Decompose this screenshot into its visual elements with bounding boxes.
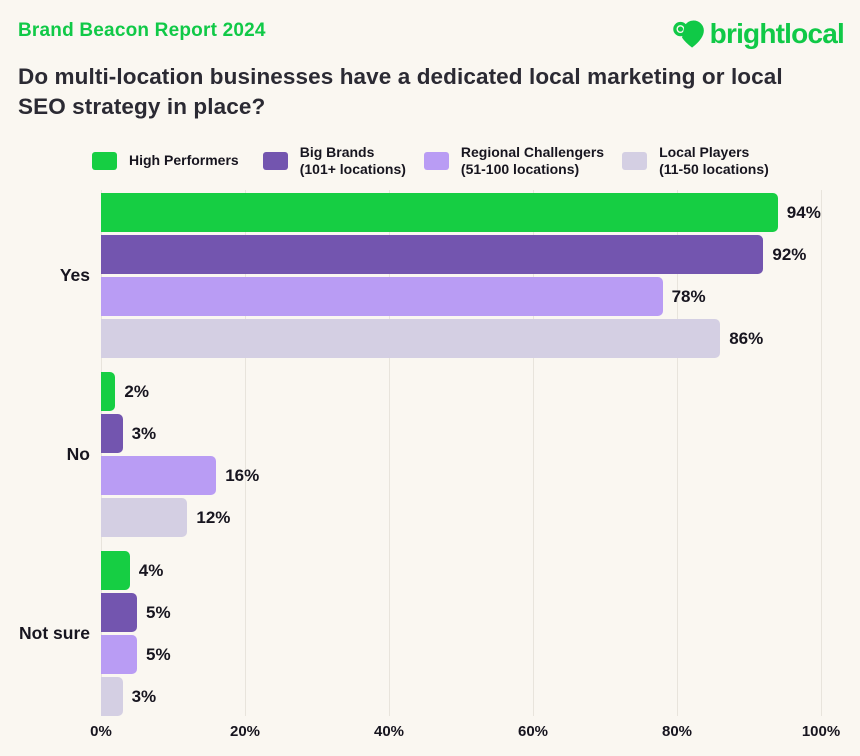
bar-row: 3% [101,677,821,716]
bar-value-label: 92% [772,244,807,264]
bar [101,414,123,453]
bar-row: 16% [101,456,821,495]
bar-row: 92% [101,235,821,274]
legend-swatch [622,152,648,170]
bar-value-label: 86% [729,328,764,348]
brightlocal-logo: brightlocal [671,16,845,52]
gridline [677,190,678,716]
bar-value-label: 94% [786,202,821,222]
bar-row: 5% [101,635,821,674]
x-axis-tick-label: 40% [373,723,405,740]
legend-item: Regional Challengers (51-100 locations) [423,143,605,179]
gridlines [101,190,822,716]
legend-item: High Performers [92,152,239,170]
legend-swatch [423,152,449,170]
bar [101,277,663,316]
x-axis-tick-label: 100% [801,723,841,740]
bar-value-label: 16% [225,465,260,485]
legend-label: Big Brands (101+ locations) [299,143,406,178]
category-label: No [66,444,90,464]
bar-value-label: 5% [146,602,171,622]
bar-row: 3% [101,414,821,453]
legend-swatch [92,152,117,170]
bars-stack: 2% 3% 16% 12% [101,372,821,537]
bar [101,319,721,358]
gridline [101,190,102,716]
gridline [821,190,822,716]
x-axis-tick-label: 0% [90,723,112,740]
bar-value-label: 3% [131,686,157,706]
legend-swatch [262,152,288,170]
legend-label: Regional Challengers (51-100 locations) [460,143,605,178]
bar [101,193,778,232]
gridline [533,190,534,716]
x-axis: 0% 20% 40% 60% 80% 100% [90,723,840,749]
bar [101,498,188,537]
bar-value-label: 12% [196,507,231,527]
bar-group: Not sure 4% 5% 5% 3% [0,551,860,716]
bar-group: No 2% 3% 16% 12% [0,372,860,537]
report-eyebrow: Brand Beacon Report 2024 [18,20,266,41]
chart-title-line: SEO strategy in place? [18,94,266,120]
brightlocal-logo-icon [672,20,704,48]
bar-row: 86% [101,319,821,358]
bar-row: 2% [101,372,821,411]
legend-label: High Performers [129,152,239,169]
legend-item: Local Players (11-50 locations) [622,144,769,179]
bar-row: 4% [101,551,821,590]
bar [101,593,137,632]
bar [101,235,764,274]
gridline [389,190,390,716]
bar [101,677,123,716]
bar-chart: Yes 94% 92% 78% 86% No 2% 3% 16% 12% Not sure 4% 5% 5… [0,190,860,753]
category-label: Not sure [19,623,90,643]
bar-groups: Yes 94% 92% 78% 86% No 2% 3% 16% 12% Not sure 4% 5% 5… [0,193,860,716]
bar-row: 12% [101,498,821,537]
x-axis-tick-label: 80% [661,723,693,740]
bars-stack: 4% 5% 5% 3% [101,551,821,716]
bar-value-label: 2% [124,381,149,401]
bar [101,372,116,411]
bar-group: Yes 94% 92% 78% 86% [0,193,860,358]
bar-value-label: 4% [138,560,164,580]
legend-item: Big Brands (101+ locations) [262,143,406,179]
bar [101,456,217,495]
bars-stack: 94% 92% 78% 86% [101,193,821,358]
gridline [245,190,246,716]
brightlocal-logo-text: brightlocal [709,18,845,49]
legend-label: Local Players (11-50 locations) [659,143,769,178]
bar-value-label: 78% [671,286,706,306]
bar-value-label: 3% [131,423,157,443]
bar [101,635,137,674]
chart-title: Do multi-location businesses have a dedi… [18,62,783,122]
x-axis-tick-label: 60% [517,723,549,740]
x-axis-tick-label: 20% [229,723,261,740]
chart-title-line: Do multi-location businesses have a dedi… [18,64,783,89]
chart-legend: High Performers Big Brands (101+ locations… [92,141,769,181]
bar-row: 5% [101,593,821,632]
bar-row: 94% [101,193,821,232]
category-label: Yes [59,265,90,285]
bar-value-label: 5% [146,644,171,664]
bar-row: 78% [101,277,821,316]
bar [101,551,130,590]
